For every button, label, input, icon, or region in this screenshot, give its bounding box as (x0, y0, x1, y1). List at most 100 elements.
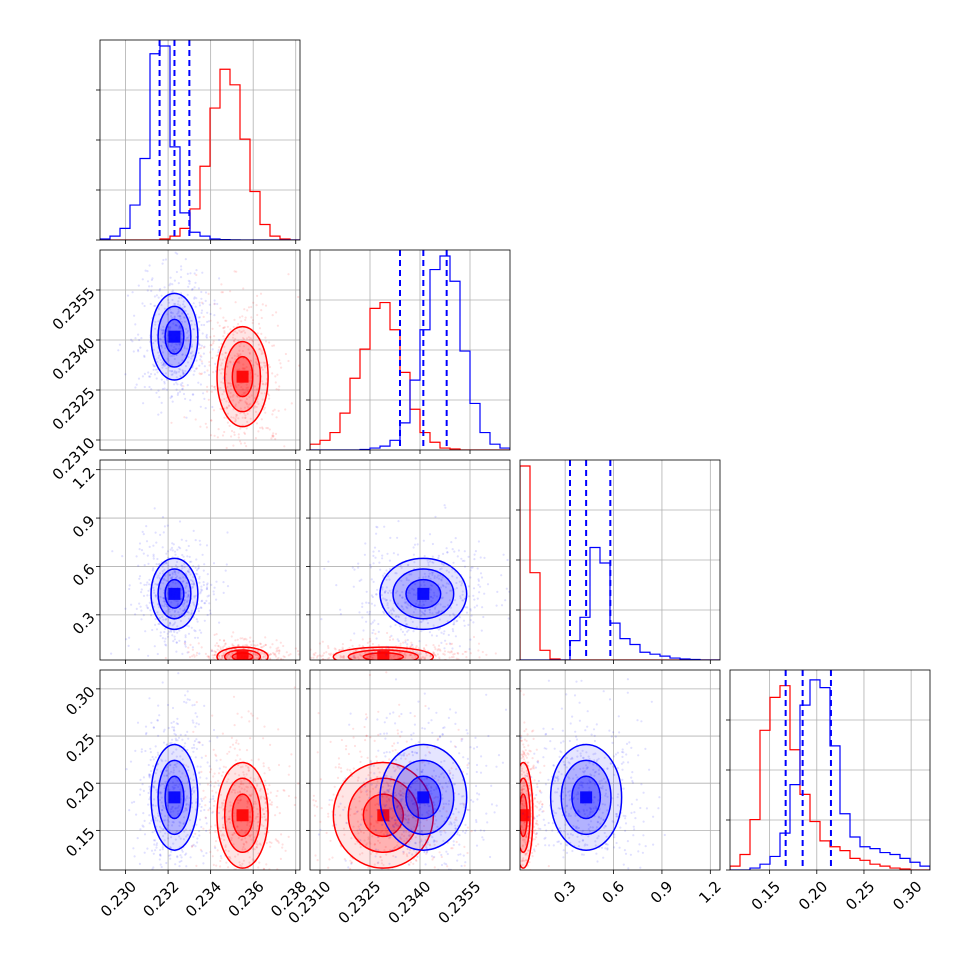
sample-point (175, 748, 178, 751)
sample-point (456, 619, 459, 622)
sample-point (454, 537, 457, 540)
sample-point (360, 755, 363, 758)
sample-point (152, 567, 155, 570)
sample-point (452, 561, 455, 564)
sample-point (160, 346, 163, 349)
sample-point (233, 340, 236, 343)
sample-point (232, 339, 236, 342)
sample-point (441, 584, 444, 587)
sample-point (206, 586, 209, 589)
y-tick-label: 0.25 (62, 730, 98, 766)
sample-point (243, 788, 246, 791)
sample-point (451, 575, 454, 578)
sample-point (302, 649, 304, 651)
sample-point (367, 655, 370, 658)
panel-0-0 (96, 39, 301, 244)
sample-point (269, 646, 272, 649)
sample-point (399, 789, 402, 792)
sample-point (371, 656, 374, 659)
sample-point (170, 546, 174, 550)
sample-point (439, 665, 441, 667)
sample-point (448, 656, 451, 659)
sample-point (377, 803, 381, 806)
sample-point (252, 653, 255, 656)
density-peak-blue (168, 791, 181, 804)
sample-point (164, 618, 167, 621)
sample-point (180, 384, 183, 387)
sample-point (244, 416, 247, 419)
sample-point (138, 338, 141, 342)
sample-point (422, 824, 426, 828)
sample-point (465, 650, 468, 653)
sample-point (172, 769, 175, 772)
sample-point (383, 591, 386, 594)
sample-point (188, 656, 192, 659)
sample-point (174, 570, 177, 573)
sample-point (226, 421, 229, 424)
sample-point (237, 663, 239, 665)
sample-point (201, 589, 204, 592)
contour-red-0 (216, 761, 269, 869)
sample-point (138, 548, 141, 551)
sample-point (495, 604, 498, 607)
sample-point (420, 770, 423, 773)
sample-point (233, 784, 236, 787)
sample-point (142, 552, 145, 555)
sample-point (425, 811, 428, 814)
sample-point (165, 774, 168, 777)
sample-point (312, 666, 314, 668)
sample-point (197, 741, 200, 744)
sample-point (190, 611, 193, 615)
sample-point (177, 813, 180, 816)
sample-point (161, 681, 164, 684)
sample-point (145, 731, 148, 735)
sample-point (175, 381, 178, 384)
sample-point (200, 799, 204, 803)
sample-point (473, 598, 476, 601)
sample-point (171, 342, 174, 345)
sample-point (233, 820, 236, 823)
sample-point (184, 591, 187, 594)
sample-point (271, 372, 274, 375)
sample-point (256, 807, 259, 811)
sample-point (152, 363, 155, 366)
sample-point (342, 655, 345, 658)
sample-point (437, 610, 440, 613)
sample-point (372, 764, 375, 768)
sample-point (413, 816, 416, 820)
sample-point (128, 636, 131, 639)
sample-point (248, 473, 250, 475)
sample-point (377, 710, 380, 713)
sample-point (232, 394, 235, 397)
sample-point (242, 773, 245, 776)
sample-point (391, 823, 395, 827)
sample-point (171, 820, 174, 824)
sample-point (392, 766, 395, 769)
sample-point (415, 645, 418, 648)
sample-point (356, 665, 358, 667)
sample-point (263, 366, 267, 369)
sample-point (156, 719, 159, 722)
sample-point (267, 891, 269, 893)
sample-point (124, 607, 127, 610)
sample-point (227, 653, 230, 656)
sample-point (457, 811, 460, 814)
sample-point (128, 587, 131, 591)
sample-point (212, 371, 215, 374)
sample-point (225, 446, 228, 450)
sample-point (150, 278, 153, 281)
sample-point (351, 566, 354, 569)
sample-point (440, 853, 443, 857)
sample-point (183, 305, 186, 308)
sample-point (118, 343, 121, 346)
sample-point (202, 854, 205, 858)
sample-point (198, 347, 201, 350)
sample-point (272, 435, 275, 438)
sample-point (493, 811, 496, 814)
sample-point (223, 326, 226, 329)
sample-point (377, 550, 381, 553)
sample-point (432, 856, 435, 859)
sample-point (448, 799, 451, 803)
sample-point (200, 631, 203, 634)
sample-point (404, 757, 407, 761)
